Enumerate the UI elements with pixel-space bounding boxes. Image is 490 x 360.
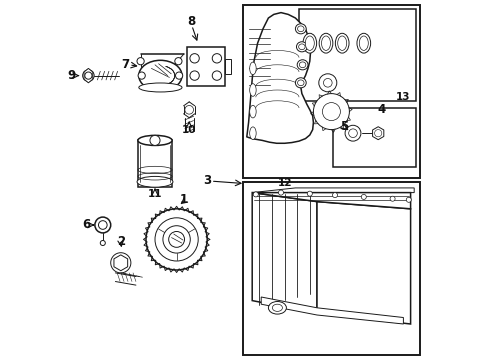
- Ellipse shape: [295, 78, 306, 88]
- Circle shape: [146, 209, 207, 270]
- Text: 7: 7: [121, 58, 129, 71]
- Circle shape: [190, 71, 199, 80]
- Circle shape: [361, 194, 367, 199]
- Bar: [187, 47, 225, 86]
- Circle shape: [150, 135, 160, 145]
- Polygon shape: [372, 127, 384, 140]
- Ellipse shape: [297, 80, 304, 86]
- Circle shape: [175, 72, 183, 79]
- Ellipse shape: [295, 24, 306, 34]
- Ellipse shape: [298, 44, 305, 50]
- Ellipse shape: [357, 33, 370, 53]
- Ellipse shape: [299, 62, 306, 68]
- Bar: [138, 140, 172, 187]
- Ellipse shape: [137, 176, 173, 187]
- Ellipse shape: [303, 33, 317, 53]
- Ellipse shape: [272, 304, 282, 311]
- Circle shape: [83, 70, 94, 81]
- Ellipse shape: [250, 84, 256, 96]
- Ellipse shape: [321, 36, 330, 50]
- Text: 3: 3: [203, 174, 211, 187]
- Circle shape: [175, 58, 182, 65]
- Text: 11: 11: [148, 189, 162, 199]
- Circle shape: [319, 74, 337, 92]
- Circle shape: [85, 72, 92, 79]
- Ellipse shape: [139, 83, 182, 92]
- Circle shape: [212, 54, 221, 63]
- Circle shape: [98, 221, 107, 229]
- Circle shape: [100, 240, 105, 246]
- Circle shape: [111, 253, 131, 273]
- Polygon shape: [261, 297, 403, 324]
- Ellipse shape: [250, 105, 256, 118]
- Circle shape: [190, 54, 199, 63]
- Circle shape: [333, 193, 338, 198]
- Polygon shape: [252, 193, 317, 313]
- Text: 2: 2: [117, 235, 125, 248]
- Circle shape: [406, 197, 411, 202]
- Circle shape: [322, 103, 341, 121]
- Circle shape: [345, 125, 361, 141]
- Bar: [333, 108, 416, 167]
- Polygon shape: [84, 68, 93, 83]
- Ellipse shape: [338, 36, 347, 50]
- Ellipse shape: [297, 60, 308, 70]
- Circle shape: [163, 226, 190, 253]
- Ellipse shape: [250, 62, 256, 75]
- Ellipse shape: [269, 302, 286, 314]
- Ellipse shape: [319, 33, 333, 53]
- Polygon shape: [247, 13, 314, 143]
- Circle shape: [349, 129, 357, 138]
- Polygon shape: [114, 255, 128, 271]
- Ellipse shape: [335, 33, 349, 53]
- Polygon shape: [252, 188, 414, 193]
- Circle shape: [95, 217, 111, 233]
- Circle shape: [278, 190, 284, 195]
- Ellipse shape: [138, 135, 172, 145]
- Circle shape: [155, 218, 198, 261]
- Polygon shape: [317, 202, 411, 324]
- Circle shape: [374, 130, 382, 137]
- Bar: [225, 59, 231, 74]
- Ellipse shape: [359, 36, 368, 50]
- Circle shape: [323, 78, 332, 87]
- Text: 13: 13: [396, 92, 411, 102]
- Text: 9: 9: [67, 69, 75, 82]
- Text: 6: 6: [82, 219, 90, 231]
- Circle shape: [137, 58, 144, 65]
- Text: 10: 10: [182, 125, 196, 135]
- Bar: [243, 182, 419, 355]
- Ellipse shape: [296, 42, 307, 52]
- Text: 1: 1: [180, 193, 188, 206]
- Ellipse shape: [297, 26, 304, 32]
- Circle shape: [253, 192, 258, 197]
- Circle shape: [390, 196, 395, 201]
- Text: 12: 12: [277, 178, 292, 188]
- Ellipse shape: [250, 127, 256, 139]
- Bar: [243, 5, 419, 178]
- Ellipse shape: [305, 36, 314, 50]
- Text: 5: 5: [340, 120, 348, 132]
- Circle shape: [169, 231, 185, 247]
- Polygon shape: [252, 193, 411, 209]
- Circle shape: [307, 191, 312, 196]
- Ellipse shape: [139, 60, 182, 91]
- Circle shape: [185, 105, 194, 114]
- Text: 4: 4: [378, 103, 386, 116]
- Circle shape: [314, 94, 349, 130]
- Circle shape: [138, 72, 145, 79]
- Circle shape: [212, 71, 221, 80]
- Text: 8: 8: [187, 15, 195, 28]
- Bar: [299, 9, 416, 101]
